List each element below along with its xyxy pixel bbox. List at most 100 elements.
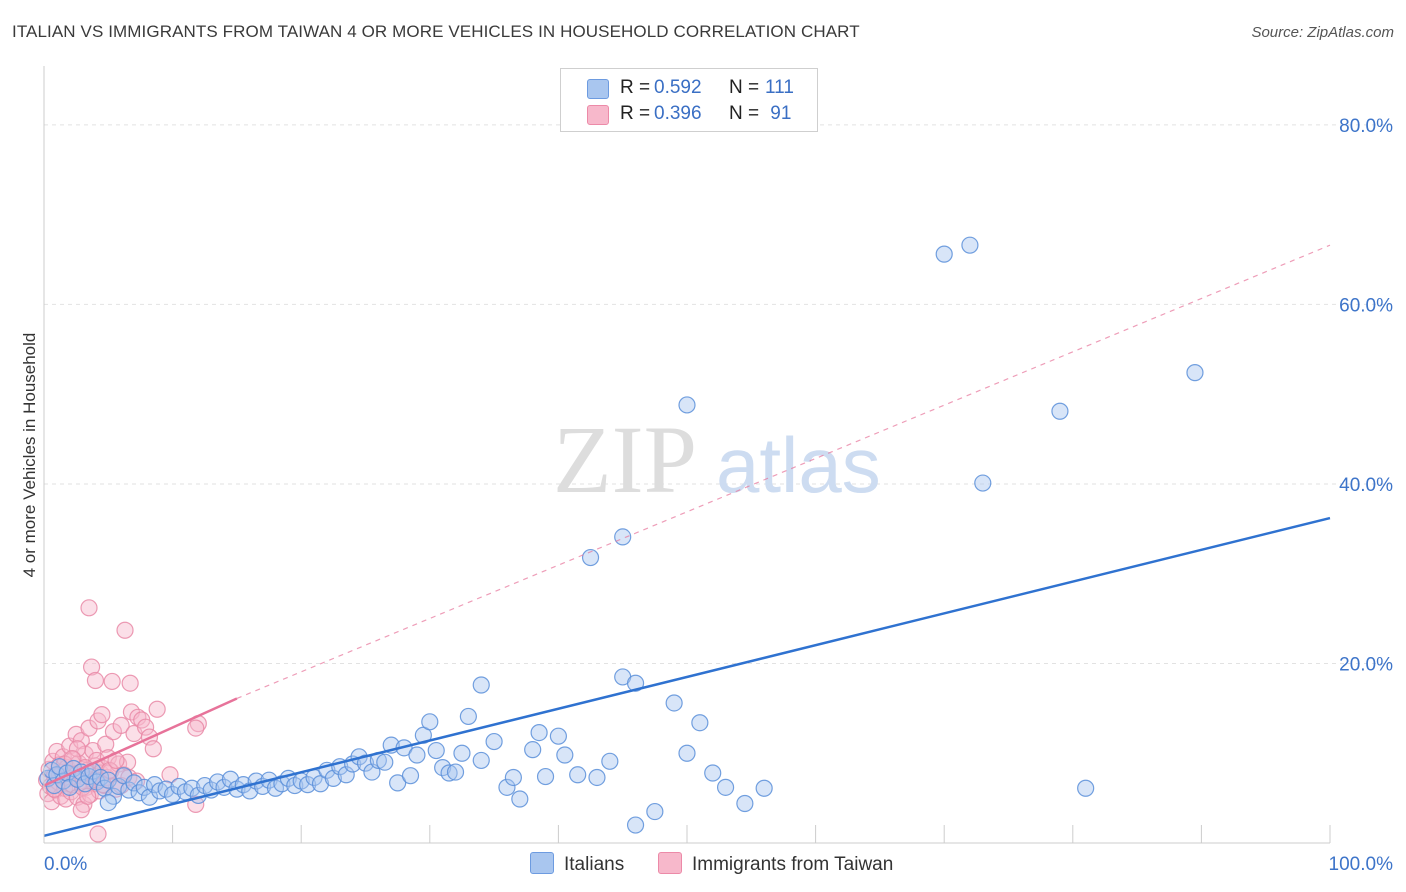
italians-point-80 bbox=[511, 790, 529, 808]
italians-point-103 bbox=[678, 396, 696, 414]
bottom-legend-label-italians: Italians bbox=[564, 854, 625, 875]
italians-point-94 bbox=[704, 764, 722, 782]
taiwan-point-71 bbox=[121, 674, 139, 692]
italians-point-96 bbox=[736, 794, 754, 813]
watermark-zip: ZIP bbox=[553, 406, 697, 513]
taiwan-point-43 bbox=[93, 706, 111, 724]
taiwan-point-53 bbox=[112, 716, 130, 735]
italians-point-99 bbox=[626, 816, 645, 834]
bottom-legend-label-taiwan: Immigrants from Taiwan bbox=[692, 854, 894, 875]
italians-point-104 bbox=[935, 245, 953, 263]
taiwan-point-27 bbox=[72, 732, 90, 750]
x-tick-label-100: 100.0% bbox=[1329, 854, 1394, 875]
y-tick-label-20: 20.0% bbox=[1339, 654, 1393, 675]
italians-point-100 bbox=[472, 676, 490, 694]
italians-point-32 bbox=[183, 779, 201, 797]
y-tick-label-60: 60.0% bbox=[1339, 295, 1393, 316]
stats-legend: R = 0.592 N = 111 R = 0.396 N = 91 bbox=[560, 68, 818, 132]
italians-point-95 bbox=[716, 778, 735, 796]
italians-point-91 bbox=[665, 694, 683, 712]
y-tick-label-80: 80.0% bbox=[1339, 116, 1393, 137]
y-tick-label-40: 40.0% bbox=[1339, 475, 1393, 496]
taiwan-point-69 bbox=[86, 671, 105, 690]
bottom-legend-taiwan[interactable]: Immigrants from Taiwan bbox=[658, 852, 893, 876]
series-italians-points bbox=[39, 236, 1204, 834]
series-taiwan-points bbox=[37, 599, 207, 843]
y-axis-label: 4 or more Vehicles in Household bbox=[20, 332, 39, 578]
taiwan-point-72 bbox=[68, 740, 87, 758]
legend-r-label: R = bbox=[620, 103, 651, 124]
italians-point-78 bbox=[498, 778, 516, 796]
watermark: ZIP atlas bbox=[553, 406, 881, 513]
bottom-legend-italians[interactable]: Italians bbox=[530, 852, 624, 876]
italians-point-75 bbox=[459, 707, 477, 726]
taiwan-point-46 bbox=[97, 735, 115, 753]
italians-point-72 bbox=[440, 764, 458, 782]
taiwan-point-63 bbox=[148, 700, 166, 718]
taiwan-point-33 bbox=[80, 719, 98, 737]
x-tick-label-0: 0.0% bbox=[44, 854, 87, 875]
italians-point-85 bbox=[556, 746, 574, 764]
italians-point-50 bbox=[299, 776, 317, 794]
trend-lines bbox=[43, 244, 1331, 838]
legend-r-value-italians: 0.592 bbox=[654, 77, 702, 98]
italians-point-79 bbox=[504, 768, 522, 787]
italians-point-38 bbox=[221, 770, 240, 788]
taiwan-point-68 bbox=[82, 658, 101, 676]
taiwan-point-66 bbox=[80, 599, 98, 617]
italians-point-92 bbox=[678, 744, 696, 762]
italians-point-69 bbox=[421, 713, 439, 731]
taiwan-point-89 bbox=[79, 787, 97, 805]
italians-point-17 bbox=[99, 771, 117, 789]
italians-point-109 bbox=[1077, 779, 1095, 797]
taiwan-point-60 bbox=[136, 718, 155, 736]
italians-point-77 bbox=[485, 732, 503, 751]
chart-title: ITALIAN VS IMMIGRANTS FROM TAIWAN 4 OR M… bbox=[12, 22, 860, 41]
italians-point-66 bbox=[401, 767, 420, 785]
italians-point-90 bbox=[626, 674, 645, 692]
italians-point-25 bbox=[140, 788, 159, 806]
italians-point-84 bbox=[549, 727, 568, 745]
taiwan-point-70 bbox=[103, 672, 121, 691]
italians-point-62 bbox=[376, 753, 394, 771]
bottom-legend-swatch-italians bbox=[530, 852, 554, 874]
axes bbox=[43, 66, 1331, 844]
italians-point-82 bbox=[530, 723, 548, 742]
italians-point-56 bbox=[337, 766, 355, 784]
watermark-atlas: atlas bbox=[716, 421, 881, 509]
taiwan-point-65 bbox=[187, 719, 205, 737]
italians-point-97 bbox=[755, 779, 773, 797]
italians-point-27 bbox=[151, 782, 169, 800]
tick-labels: 20.0% 40.0% 60.0% 80.0% 0.0% 100.0% bbox=[44, 116, 1393, 875]
italians-point-110 bbox=[99, 794, 117, 812]
legend-swatch-taiwan bbox=[587, 105, 609, 125]
legend-n-label: N = bbox=[729, 103, 760, 124]
bottom-legend-swatch-taiwan bbox=[658, 852, 682, 874]
italians-point-98 bbox=[646, 802, 664, 821]
italians-point-64 bbox=[389, 774, 407, 792]
italians-point-22 bbox=[125, 774, 143, 792]
italians-point-87 bbox=[588, 768, 606, 787]
italians-point-76 bbox=[472, 751, 490, 770]
italians-point-106 bbox=[974, 474, 992, 492]
legend-r-label: R = bbox=[620, 77, 651, 98]
italians-point-105 bbox=[961, 236, 979, 254]
taiwan-point-67 bbox=[116, 621, 134, 639]
italians-point-81 bbox=[524, 741, 542, 759]
italians-point-88 bbox=[601, 752, 619, 770]
italians-point-108 bbox=[1186, 364, 1204, 382]
taiwan-point-83 bbox=[89, 825, 107, 843]
italians-point-101 bbox=[581, 548, 600, 567]
italians-point-107 bbox=[1051, 402, 1069, 420]
legend-swatch-italians bbox=[587, 79, 609, 99]
italians-point-102 bbox=[614, 528, 632, 546]
legend-n-label: N = bbox=[729, 77, 760, 98]
taiwan-trend-extension bbox=[236, 244, 1331, 700]
grid bbox=[44, 124, 1392, 664]
taiwan-point-62 bbox=[144, 740, 162, 758]
italians-point-70 bbox=[427, 741, 445, 760]
legend-r-value-taiwan: 0.396 bbox=[654, 103, 702, 124]
italians-point-73 bbox=[446, 763, 465, 781]
italians-trend-line bbox=[43, 516, 1331, 838]
